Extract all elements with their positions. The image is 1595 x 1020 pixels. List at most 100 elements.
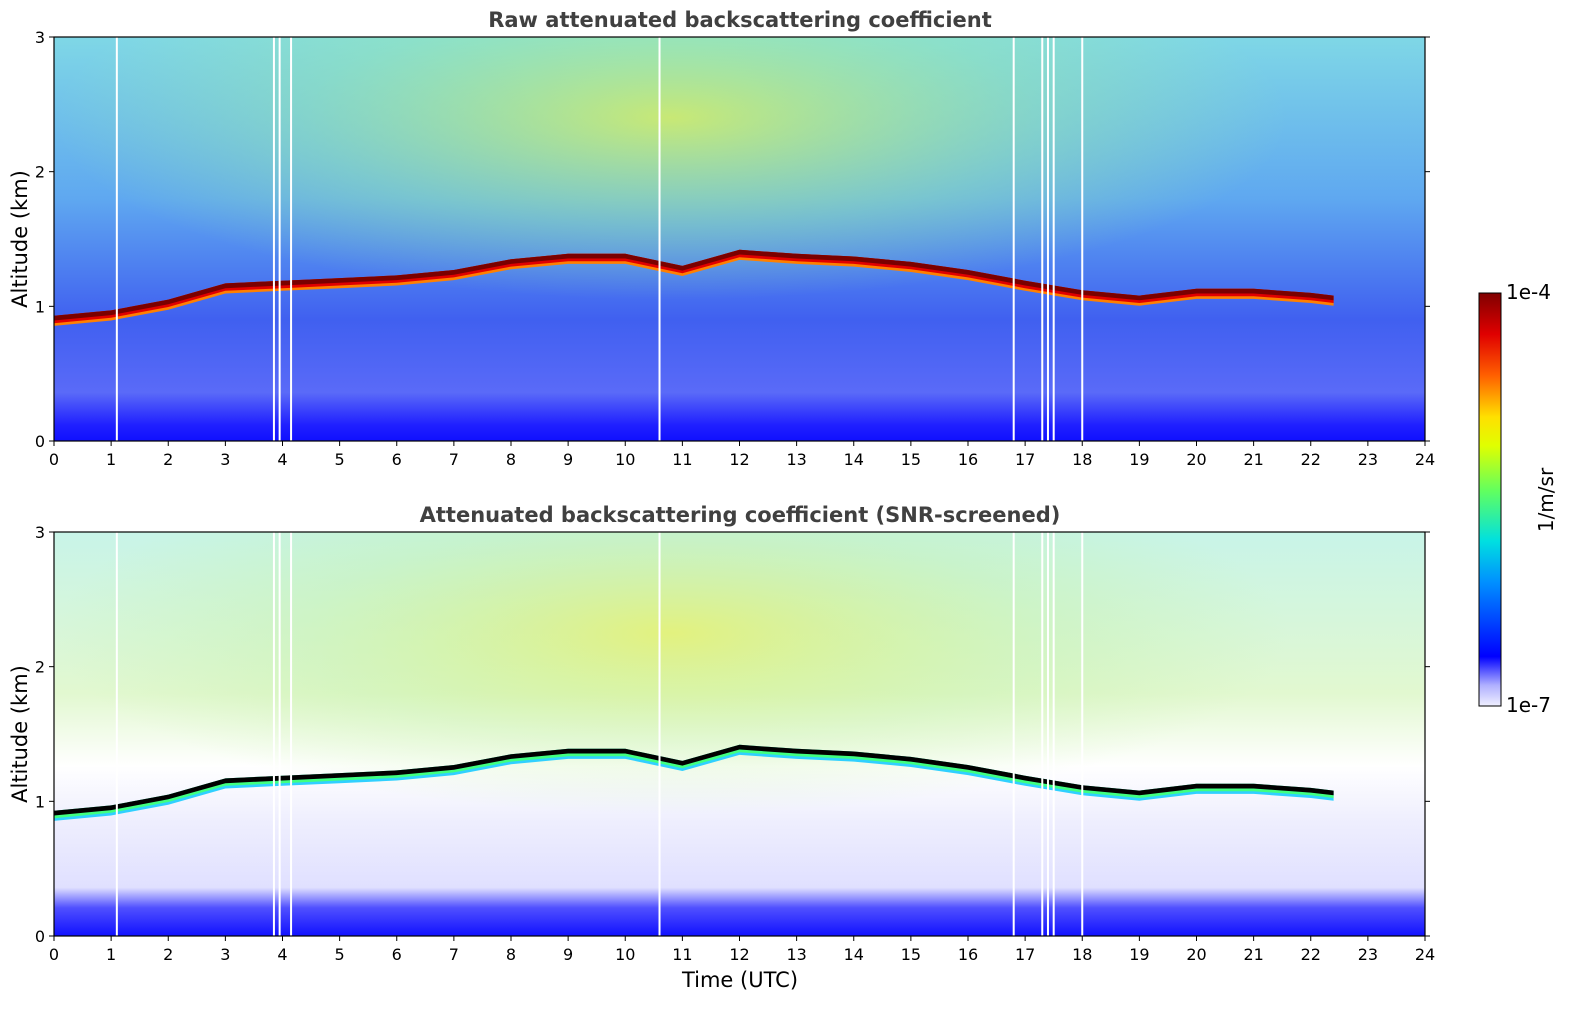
x-tick-label: 22 <box>1301 945 1321 964</box>
y-tick-label: 1 <box>35 297 45 316</box>
data-gap <box>1041 37 1044 441</box>
data-gap <box>290 532 293 936</box>
raw-backscatter-panel: Raw attenuated backscattering coefficien… <box>8 8 1435 469</box>
x-tick-label: 3 <box>220 945 230 964</box>
cloud-layer <box>54 249 1334 326</box>
x-tick-label: 9 <box>563 945 573 964</box>
x-tick-label: 18 <box>1072 945 1092 964</box>
x-tick-label: 13 <box>786 450 806 469</box>
x-tick-label: 19 <box>1129 945 1149 964</box>
x-tick-label: 21 <box>1243 450 1263 469</box>
data-gap <box>658 37 661 441</box>
y-tick-label: 0 <box>35 432 45 451</box>
data-gap <box>1012 37 1015 441</box>
data-gap <box>1046 37 1049 441</box>
data-gaps <box>115 37 1084 441</box>
y-tick-label: 2 <box>35 163 45 182</box>
x-tick-label: 15 <box>901 450 921 469</box>
colorbar-max-label: 1e-4 <box>1506 280 1551 304</box>
data-gap <box>1081 37 1084 441</box>
x-tick-label: 6 <box>392 945 402 964</box>
colorbar-scale <box>1478 292 1502 707</box>
heatmap-warm-region <box>54 532 1425 936</box>
x-tick-label: 12 <box>729 945 749 964</box>
x-tick-label: 7 <box>449 945 459 964</box>
x-tick-label: 14 <box>844 450 864 469</box>
x-tick-label: 24 <box>1415 450 1435 469</box>
x-tick-label: 24 <box>1415 945 1435 964</box>
data-gap <box>1052 37 1055 441</box>
colorbar-min-label: 1e-7 <box>1506 693 1551 717</box>
x-tick-label: 0 <box>49 450 59 469</box>
x-tick-label: 17 <box>1015 945 1035 964</box>
x-tick-label: 8 <box>506 450 516 469</box>
colorbar-label: 1/m/sr <box>1534 467 1558 532</box>
data-gap <box>1041 532 1044 936</box>
x-tick-label: 7 <box>449 450 459 469</box>
y-axis: 0 1 2 3 <box>35 523 1430 946</box>
y-axis-label: Altitude (km) <box>8 665 32 803</box>
x-tick-label: 16 <box>958 450 978 469</box>
data-gap <box>115 37 118 441</box>
x-tick-label: 11 <box>672 945 692 964</box>
x-tick-label: 2 <box>163 450 173 469</box>
x-tick-label: 0 <box>49 945 59 964</box>
x-tick-label: 8 <box>506 945 516 964</box>
data-gap <box>1052 532 1055 936</box>
x-tick-label: 5 <box>335 945 345 964</box>
x-axis-label: Time (UTC) <box>681 968 798 992</box>
data-gap <box>1081 532 1084 936</box>
x-tick-label: 18 <box>1072 450 1092 469</box>
data-gap <box>278 532 281 936</box>
snr-screened-panel: Attenuated backscattering coefficient (S… <box>8 503 1435 992</box>
x-tick-label: 1 <box>106 945 116 964</box>
x-tick-label: 5 <box>335 450 345 469</box>
x-axis: 0 1 2 3 4 5 6 7 8 9 10 11 12 13 14 15 16 17 18 19 20 21 22 23 24 <box>49 441 1435 469</box>
data-gap <box>1046 532 1049 936</box>
x-tick-label: 10 <box>615 945 635 964</box>
y-tick-label: 1 <box>35 792 45 811</box>
x-tick-label: 20 <box>1186 450 1206 469</box>
x-tick-label: 4 <box>277 945 287 964</box>
x-tick-label: 14 <box>844 945 864 964</box>
x-tick-label: 16 <box>958 945 978 964</box>
data-gap <box>290 37 293 441</box>
data-gap <box>115 532 118 936</box>
x-tick-label: 21 <box>1243 945 1263 964</box>
x-tick-label: 3 <box>220 450 230 469</box>
x-tick-label: 9 <box>563 450 573 469</box>
data-gap <box>278 37 281 441</box>
x-tick-label: 4 <box>277 450 287 469</box>
heatmap-warm-region <box>54 37 1425 441</box>
colorbar: 1e-4 1e-7 1/m/sr <box>1478 280 1558 717</box>
y-axis-label: Altitude (km) <box>8 170 32 308</box>
x-tick-label: 10 <box>615 450 635 469</box>
y-tick-label: 2 <box>35 658 45 677</box>
y-axis: 0 1 2 3 <box>35 28 1430 451</box>
x-tick-label: 13 <box>786 945 806 964</box>
y-tick-label: 3 <box>35 523 45 542</box>
data-gap <box>1012 532 1015 936</box>
y-tick-label: 3 <box>35 28 45 47</box>
panel-title: Attenuated backscattering coefficient (S… <box>420 503 1061 527</box>
cloud-layer-band <box>54 249 1334 321</box>
x-tick-label: 11 <box>672 450 692 469</box>
data-gaps <box>115 532 1084 936</box>
y-tick-label: 0 <box>35 927 45 946</box>
data-gap <box>658 532 661 936</box>
x-tick-label: 12 <box>729 450 749 469</box>
cloud-layer-band <box>54 744 1334 816</box>
x-tick-label: 19 <box>1129 450 1149 469</box>
x-tick-label: 22 <box>1301 450 1321 469</box>
x-tick-label: 1 <box>106 450 116 469</box>
x-tick-label: 17 <box>1015 450 1035 469</box>
x-tick-label: 23 <box>1358 945 1378 964</box>
cloud-layer <box>54 744 1334 821</box>
x-tick-label: 15 <box>901 945 921 964</box>
x-tick-label: 6 <box>392 450 402 469</box>
data-gap <box>272 532 275 936</box>
x-tick-label: 20 <box>1186 945 1206 964</box>
x-tick-label: 23 <box>1358 450 1378 469</box>
data-gap <box>272 37 275 441</box>
